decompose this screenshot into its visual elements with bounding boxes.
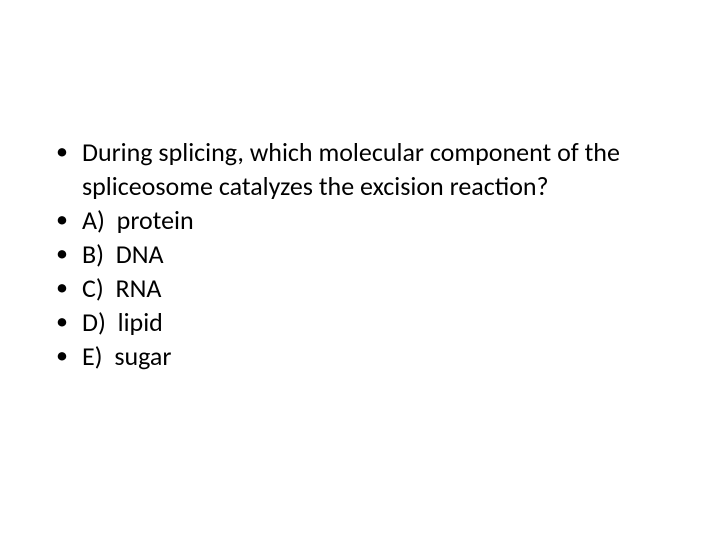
option-b: • B) DNA bbox=[52, 237, 660, 271]
bullet-icon: • bbox=[56, 203, 68, 237]
option-label: B) bbox=[82, 238, 104, 270]
option-text: C) RNA bbox=[82, 271, 161, 305]
bullet-icon: • bbox=[56, 237, 68, 271]
bullet-icon: • bbox=[56, 305, 68, 339]
option-text: D) lipid bbox=[82, 305, 163, 339]
option-label: E) bbox=[82, 340, 103, 372]
bullet-icon: • bbox=[56, 271, 68, 305]
option-value: sugar bbox=[114, 340, 171, 372]
question-item: • During splicing, which molecular compo… bbox=[52, 135, 660, 203]
option-value: RNA bbox=[115, 272, 161, 304]
bullet-icon: • bbox=[56, 135, 68, 169]
option-label: C) bbox=[82, 272, 104, 304]
content-list: • During splicing, which molecular compo… bbox=[52, 135, 660, 373]
option-value: DNA bbox=[116, 238, 164, 270]
option-label: D) bbox=[82, 306, 106, 338]
option-label: A) bbox=[82, 204, 105, 236]
option-c: • C) RNA bbox=[52, 271, 660, 305]
option-text: E) sugar bbox=[82, 339, 171, 373]
option-e: • E) sugar bbox=[52, 339, 660, 373]
option-text: A) protein bbox=[82, 203, 194, 237]
slide: • During splicing, which molecular compo… bbox=[0, 0, 720, 540]
question-text: During splicing, which molecular compone… bbox=[82, 135, 660, 203]
option-a: • A) protein bbox=[52, 203, 660, 237]
option-value: lipid bbox=[118, 306, 163, 338]
option-text: B) DNA bbox=[82, 237, 164, 271]
option-d: • D) lipid bbox=[52, 305, 660, 339]
bullet-icon: • bbox=[56, 339, 68, 373]
option-value: protein bbox=[117, 204, 194, 236]
